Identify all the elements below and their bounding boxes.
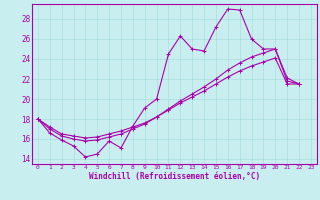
X-axis label: Windchill (Refroidissement éolien,°C): Windchill (Refroidissement éolien,°C): [89, 172, 260, 181]
